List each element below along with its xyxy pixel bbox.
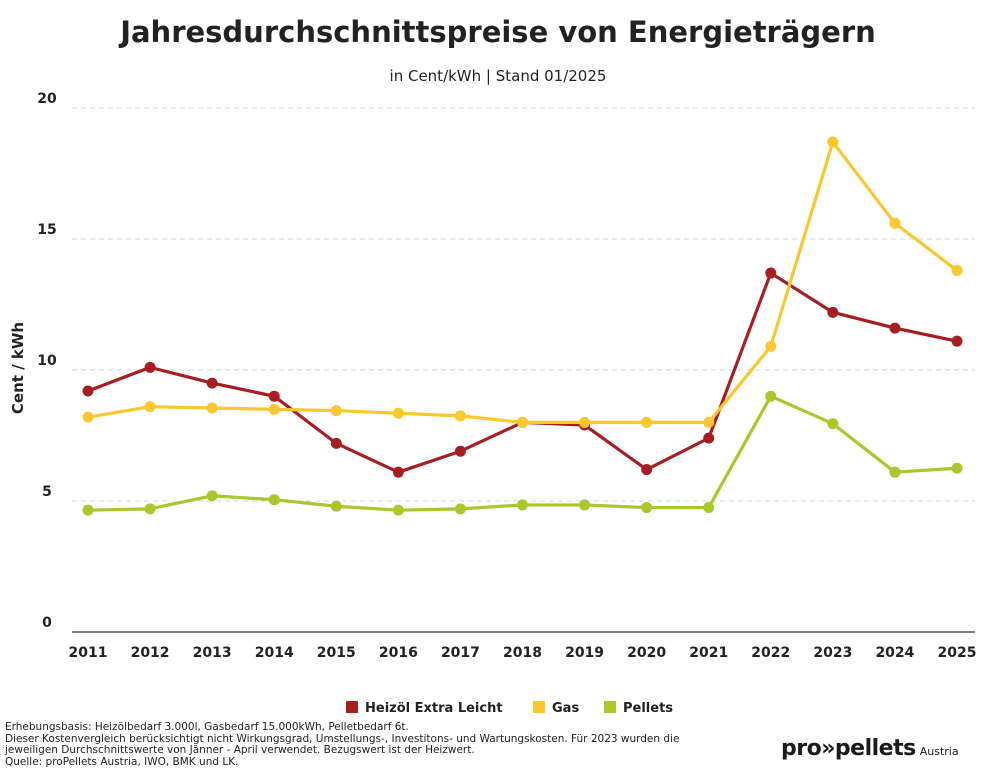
data-point-s3-2019 xyxy=(579,499,591,511)
propellets-logo: pro»pellets Austria xyxy=(781,736,959,761)
data-point-s1-2014 xyxy=(268,390,280,402)
y-tick-label-10: 10 xyxy=(37,353,57,369)
data-point-s3-2013 xyxy=(206,490,218,502)
data-point-s2-2017 xyxy=(454,410,466,422)
x-tick-label-2023: 2023 xyxy=(813,645,852,661)
footnote-line-4: Quelle: proPellets Austria, IWO, BMK und… xyxy=(5,755,239,768)
chart-subtitle: in Cent/kWh | Stand 01/2025 xyxy=(390,67,607,85)
data-point-s2-2013 xyxy=(206,402,218,414)
legend-swatch-3 xyxy=(604,701,616,713)
data-point-s1-2024 xyxy=(889,322,901,334)
data-point-s3-2021 xyxy=(703,502,715,514)
x-tick-label-2015: 2015 xyxy=(317,645,356,661)
x-tick-label-2012: 2012 xyxy=(131,645,170,661)
data-point-s1-2011 xyxy=(82,385,94,397)
data-point-s1-2022 xyxy=(765,267,777,279)
footnote-line-3: jeweiligen Durchschnittswerte von Jänner… xyxy=(5,744,475,756)
data-point-s1-2025 xyxy=(951,335,963,347)
data-point-s3-2016 xyxy=(392,504,404,516)
data-point-s3-2014 xyxy=(268,494,280,506)
data-point-s2-2020 xyxy=(641,416,653,428)
data-point-s2-2019 xyxy=(579,416,591,428)
x-tick-label-2019: 2019 xyxy=(565,645,604,661)
series-line-2 xyxy=(86,140,959,424)
series-line-3 xyxy=(86,394,959,512)
footnote-line-1: Erhebungsbasis: Heizölbedarf 3.000l, Gas… xyxy=(5,721,409,733)
x-tick-label-2022: 2022 xyxy=(751,645,790,661)
data-point-s2-2018 xyxy=(517,416,528,428)
data-point-s2-2016 xyxy=(392,407,404,419)
y-tick-label-20: 20 xyxy=(37,91,57,107)
data-point-s3-2022 xyxy=(765,390,777,402)
data-point-s3-2018 xyxy=(517,499,528,511)
data-point-s1-2013 xyxy=(206,377,218,389)
x-tick-label-2020: 2020 xyxy=(627,645,666,661)
legend-swatch-1 xyxy=(346,701,358,713)
data-point-s2-2025 xyxy=(951,264,963,276)
data-point-s2-2023 xyxy=(827,136,839,148)
data-point-s2-2014 xyxy=(268,403,280,415)
y-tick-label-0: 0 xyxy=(42,615,52,631)
footnote: Erhebungsbasis: Heizölbedarf 3.000l, Gas… xyxy=(5,721,765,768)
data-point-s1-2012 xyxy=(144,361,156,373)
y-tick-label-15: 15 xyxy=(37,222,56,238)
data-point-s3-2024 xyxy=(889,466,901,478)
data-point-s2-2015 xyxy=(330,405,342,417)
data-point-s2-2012 xyxy=(144,401,156,413)
data-point-s2-2024 xyxy=(889,217,901,229)
x-tick-label-2018: 2018 xyxy=(503,645,542,661)
data-point-s1-2017 xyxy=(454,445,466,457)
data-point-s3-2023 xyxy=(827,418,839,430)
x-tick-label-2025: 2025 xyxy=(938,645,977,661)
data-point-s3-2025 xyxy=(951,462,963,474)
x-tick-label-2011: 2011 xyxy=(69,645,108,661)
data-point-s1-2020 xyxy=(641,464,653,476)
x-tick-label-2021: 2021 xyxy=(689,645,728,661)
data-point-s3-2015 xyxy=(330,500,342,512)
x-tick-label-2013: 2013 xyxy=(193,645,232,661)
legend-swatch-2 xyxy=(533,701,545,713)
data-point-s1-2015 xyxy=(330,437,342,449)
data-point-s3-2011 xyxy=(82,504,94,516)
y-axis-title: Cent / kWh xyxy=(9,322,27,414)
footnote-line-2: Dieser Kostenvergleich berücksichtigt ni… xyxy=(5,732,680,745)
data-point-s3-2017 xyxy=(454,503,466,515)
chart-title: Jahresdurchschnittspreise von Energieträ… xyxy=(118,15,876,49)
legend-label-3: Pellets xyxy=(623,701,673,716)
x-tick-label-2017: 2017 xyxy=(441,645,480,661)
line-chart: Jahresdurchschnittspreise von Energieträ… xyxy=(9,15,977,716)
data-point-s1-2016 xyxy=(392,466,404,478)
data-point-s1-2023 xyxy=(827,306,839,318)
x-tick-label-2016: 2016 xyxy=(379,645,418,661)
logo-sub-text: Austria xyxy=(919,745,959,758)
data-point-s2-2011 xyxy=(82,411,94,423)
data-point-s2-2022 xyxy=(765,340,777,352)
series-line-1 xyxy=(86,271,959,474)
data-point-s1-2021 xyxy=(703,432,715,444)
data-point-s3-2020 xyxy=(641,502,653,514)
logo-main-text: pro»pellets xyxy=(781,736,916,761)
data-point-s3-2012 xyxy=(144,503,156,515)
x-tick-label-2024: 2024 xyxy=(875,645,914,661)
legend-label-1: Heizöl Extra Leicht xyxy=(365,701,503,716)
data-point-s2-2021 xyxy=(703,416,715,428)
y-tick-label-5: 5 xyxy=(42,484,52,500)
x-tick-label-2014: 2014 xyxy=(255,645,294,661)
legend-label-2: Gas xyxy=(552,701,579,716)
